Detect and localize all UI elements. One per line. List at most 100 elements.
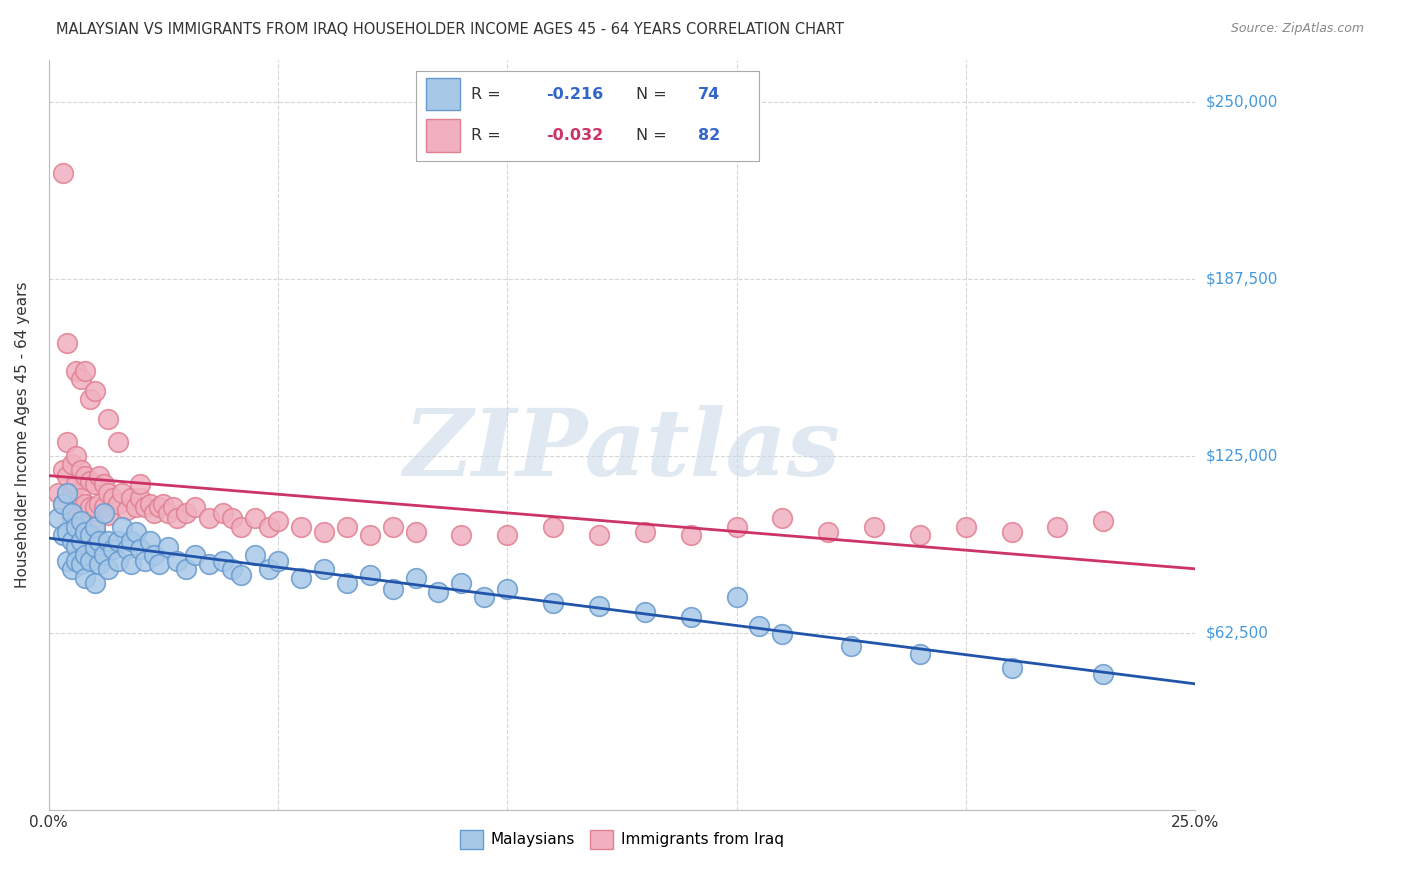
Point — [51, 166, 73, 180]
Point — [908, 528, 931, 542]
Point — [634, 605, 657, 619]
Point — [450, 528, 472, 542]
Point — [166, 554, 188, 568]
Point — [46, 511, 69, 525]
Point — [75, 468, 97, 483]
Point — [1092, 667, 1115, 681]
Point — [111, 519, 134, 533]
Point — [120, 557, 142, 571]
Point — [70, 372, 93, 386]
Point — [79, 392, 101, 407]
Point — [93, 500, 115, 514]
Point — [56, 525, 79, 540]
Point — [101, 542, 124, 557]
Point — [129, 542, 152, 557]
Point — [770, 627, 793, 641]
Point — [97, 485, 120, 500]
Point — [70, 463, 93, 477]
Point — [496, 582, 519, 596]
Point — [1092, 514, 1115, 528]
Point — [115, 542, 138, 557]
Point — [97, 508, 120, 523]
Point — [1046, 519, 1069, 533]
Point — [679, 610, 702, 624]
Point — [679, 528, 702, 542]
Point — [60, 511, 83, 525]
Point — [93, 506, 115, 520]
Point — [83, 477, 105, 491]
Point — [267, 554, 290, 568]
Point — [79, 528, 101, 542]
Point — [60, 533, 83, 548]
Point — [79, 475, 101, 489]
Point — [125, 525, 148, 540]
Point — [97, 412, 120, 426]
Point — [129, 477, 152, 491]
Point — [56, 554, 79, 568]
Point — [93, 548, 115, 562]
Point — [176, 562, 198, 576]
Point — [184, 500, 207, 514]
Point — [243, 548, 266, 562]
Point — [267, 514, 290, 528]
Text: Source: ZipAtlas.com: Source: ZipAtlas.com — [1230, 22, 1364, 36]
Point — [231, 519, 253, 533]
Point — [107, 434, 129, 449]
Point — [83, 384, 105, 398]
Point — [156, 540, 179, 554]
Point — [725, 519, 748, 533]
Point — [588, 599, 610, 613]
Point — [89, 557, 111, 571]
Point — [257, 519, 280, 533]
Point — [863, 519, 886, 533]
Point — [89, 468, 111, 483]
Point — [56, 434, 79, 449]
Text: $125,000: $125,000 — [1206, 449, 1278, 464]
Point — [148, 500, 170, 514]
Point — [472, 591, 495, 605]
Point — [381, 519, 404, 533]
Point — [60, 562, 83, 576]
Point — [120, 533, 142, 548]
Point — [51, 497, 73, 511]
Point — [212, 506, 235, 520]
Point — [107, 497, 129, 511]
Point — [75, 571, 97, 585]
Point — [56, 468, 79, 483]
Point — [75, 497, 97, 511]
Point — [75, 364, 97, 378]
Point — [381, 582, 404, 596]
Point — [1001, 525, 1024, 540]
Point — [541, 519, 564, 533]
Point — [839, 639, 862, 653]
Point — [97, 533, 120, 548]
Point — [70, 514, 93, 528]
Point — [231, 567, 253, 582]
Point — [152, 497, 174, 511]
Point — [65, 364, 87, 378]
Point — [125, 500, 148, 514]
Point — [134, 554, 156, 568]
Point — [221, 511, 243, 525]
Point — [198, 557, 221, 571]
Point — [83, 500, 105, 514]
Point — [166, 511, 188, 525]
Point — [51, 497, 73, 511]
Point — [111, 485, 134, 500]
Point — [634, 525, 657, 540]
Point — [290, 519, 312, 533]
Point — [312, 525, 335, 540]
Point — [65, 449, 87, 463]
Point — [83, 523, 105, 537]
Point — [70, 491, 93, 506]
Point — [70, 557, 93, 571]
Point — [120, 491, 142, 506]
Point — [75, 525, 97, 540]
Text: ZIPatlas: ZIPatlas — [404, 405, 841, 495]
Point — [51, 463, 73, 477]
Point — [97, 562, 120, 576]
Point — [908, 647, 931, 661]
Point — [65, 554, 87, 568]
Point — [176, 506, 198, 520]
Point — [588, 528, 610, 542]
